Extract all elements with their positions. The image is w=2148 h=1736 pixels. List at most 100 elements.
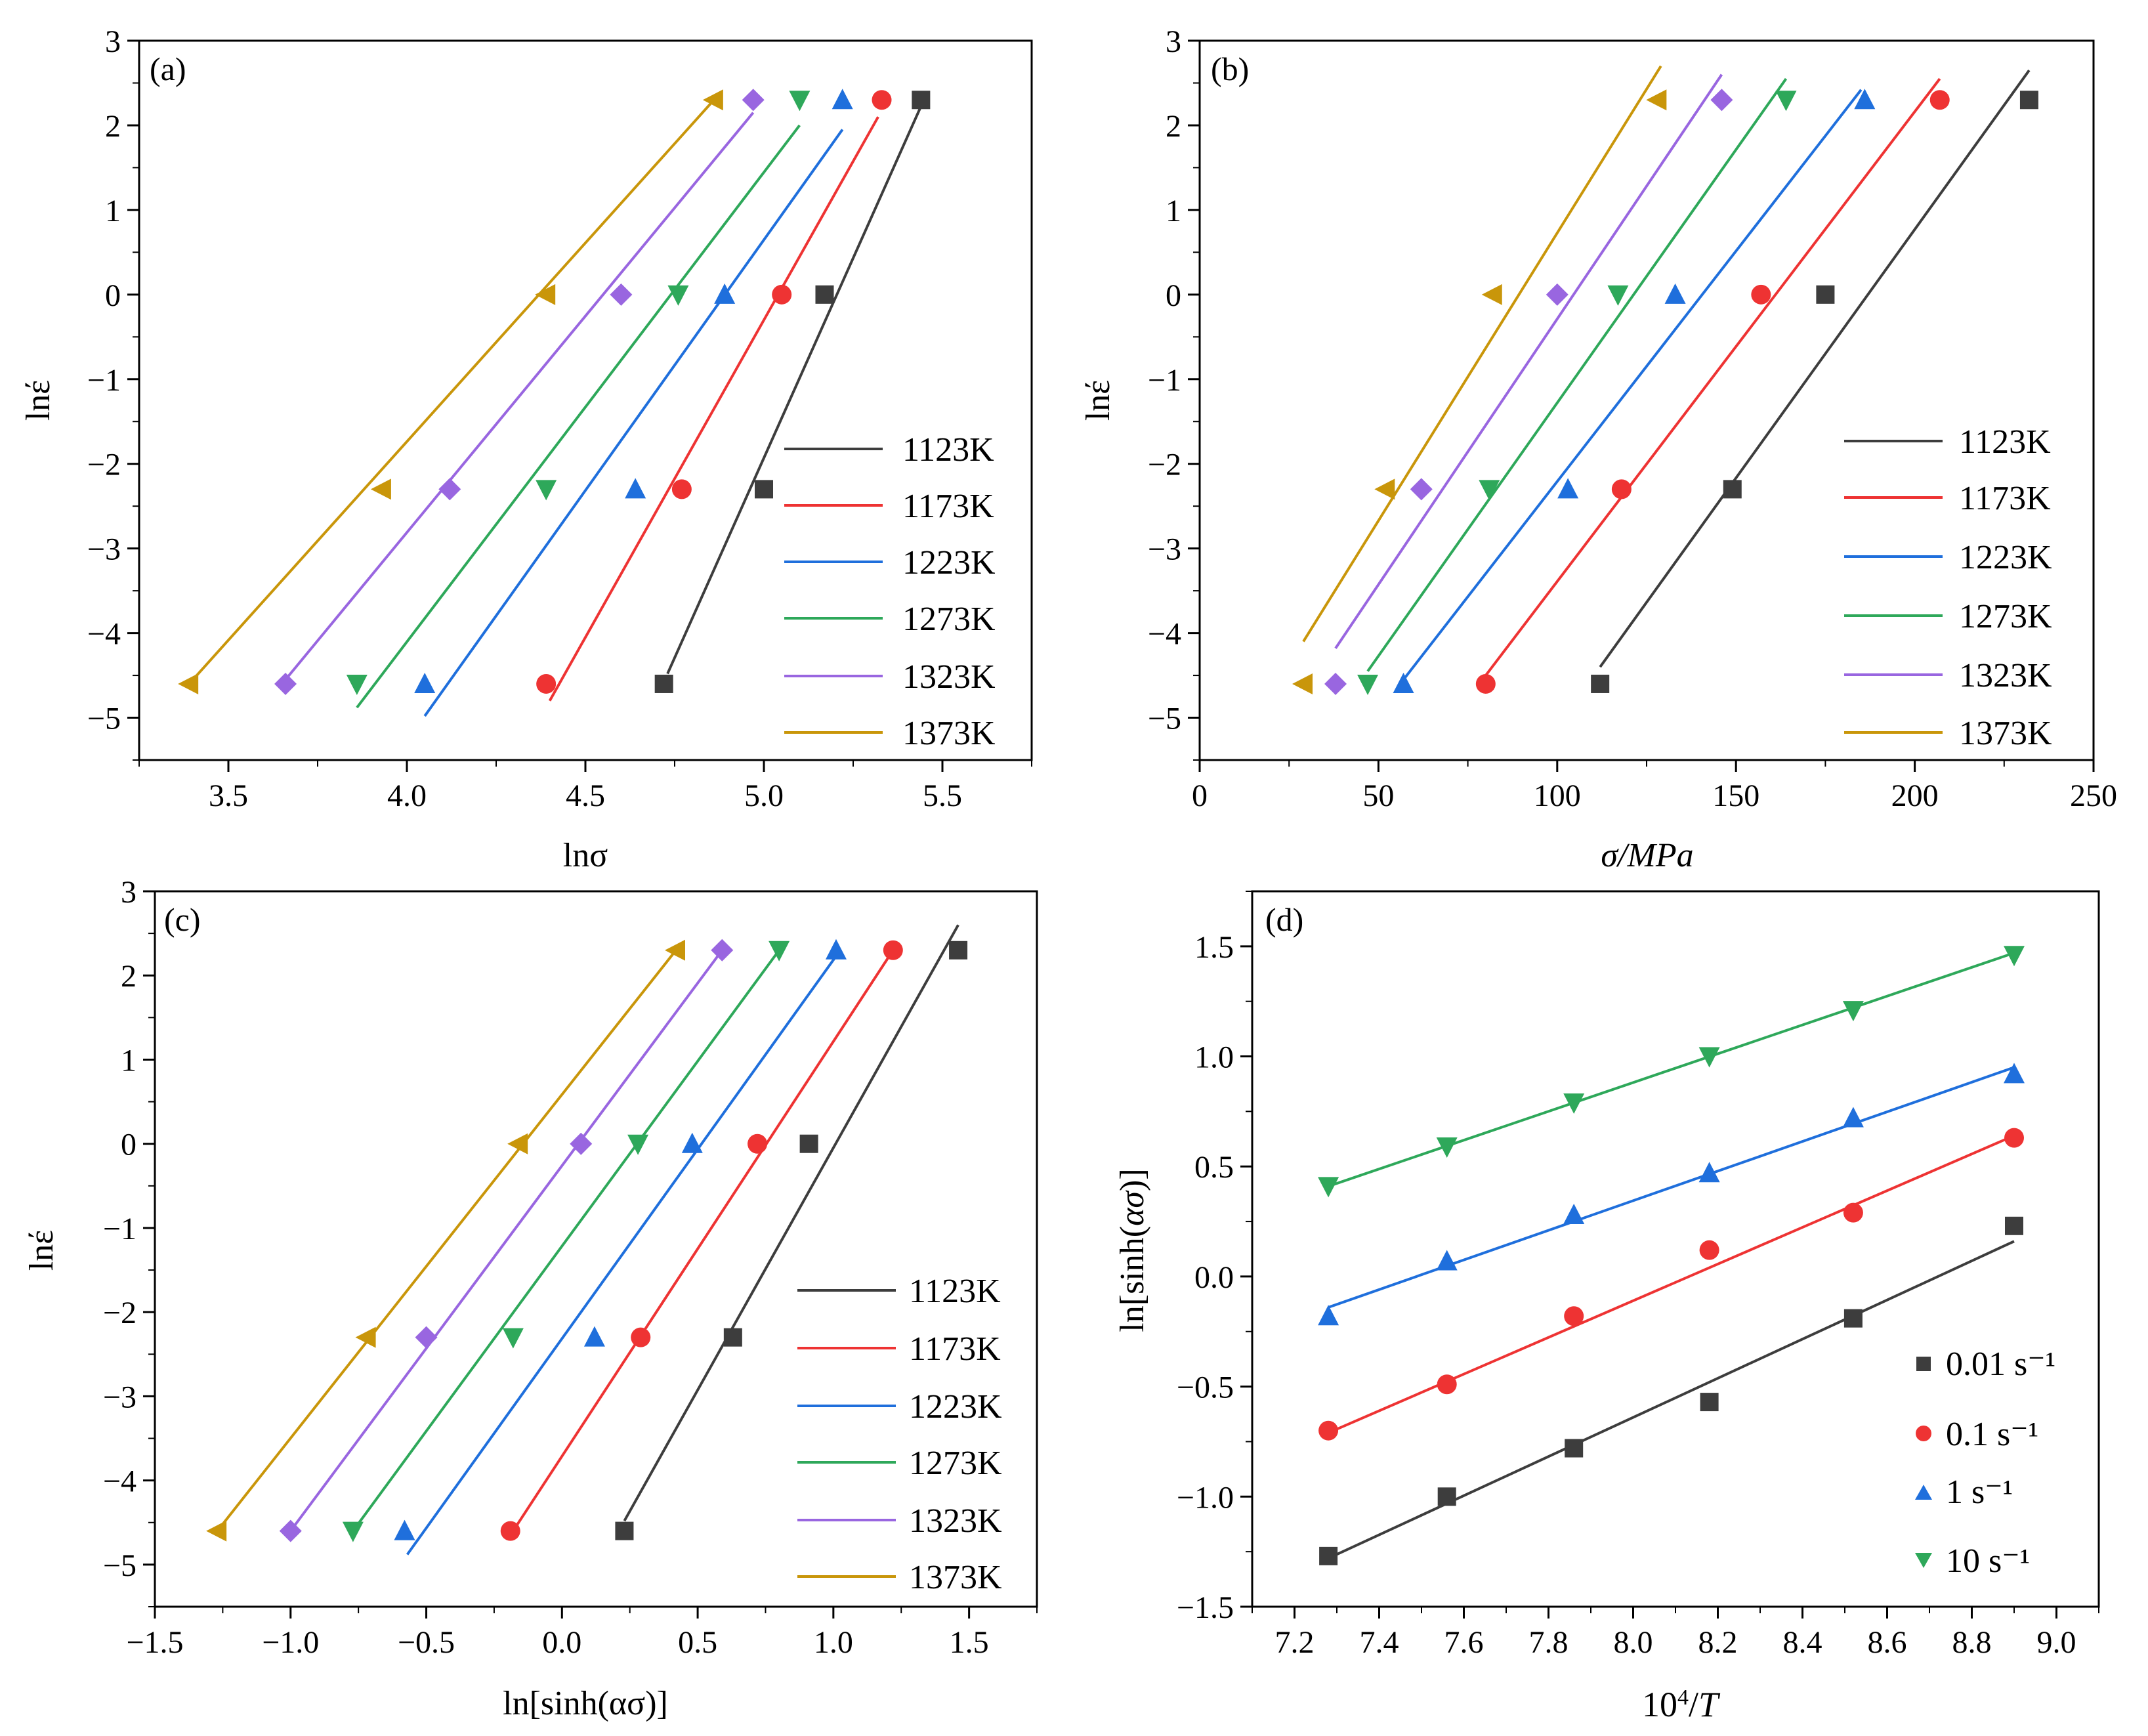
plot-frame — [138, 39, 1033, 761]
y-axis-label: lnέ — [20, 380, 57, 421]
x-tick-label: 0 — [1192, 778, 1208, 813]
x-axis-label: σ/MPa — [1601, 837, 1693, 874]
data-point-1 — [2004, 1063, 2025, 1084]
fit-line-1373K — [1302, 65, 1662, 643]
data-point-1123K — [1591, 674, 1610, 693]
data-point-1323K — [415, 1326, 438, 1349]
data-points — [1292, 89, 2038, 695]
legend-label-1223K: 1223K — [1959, 539, 2052, 576]
x-tick-label: 7.6 — [1444, 1625, 1484, 1660]
data-point-1223K — [625, 478, 646, 499]
data-point-1223K — [832, 89, 853, 110]
x-tick-label: 9.0 — [2037, 1625, 2076, 1660]
legend-label-1373K: 1373K — [902, 715, 996, 752]
x-tick-label: 5.5 — [923, 778, 962, 813]
fit-line-1223K — [406, 955, 837, 1556]
data-point-1 — [1842, 1107, 1864, 1128]
data-point-0.01 — [1437, 1487, 1456, 1506]
legend: 0.01 s⁻¹ 0.1 s⁻¹ 1 s⁻¹ 10 s⁻¹ — [1915, 1345, 2055, 1580]
x-tick-label: 150 — [1712, 778, 1759, 813]
x-tick-label: 5.0 — [744, 778, 784, 813]
data-point-1273K — [1479, 480, 1500, 501]
data-point-1273K — [1357, 674, 1379, 695]
panel-c: (c) ln[sinh(ασ)] lnέ −1.5 −1.0 −0.5 0.0 0.5 1… — [23, 875, 1038, 1722]
y-axis-label: lnέ — [23, 1230, 60, 1271]
fit-line-0.1 — [1328, 1134, 2015, 1434]
data-point-0.01 — [1319, 1546, 1338, 1565]
legend-label-1373K: 1373K — [1959, 715, 2052, 752]
legend-label-1: 1 s⁻¹ — [1946, 1473, 2013, 1511]
fit-line-1123K — [623, 924, 959, 1522]
data-point-1223K — [1393, 672, 1414, 693]
data-point-1273K — [502, 1328, 524, 1349]
data-point-0.01 — [1700, 1393, 1719, 1412]
data-point-1123K — [723, 1328, 742, 1347]
data-point-10 — [1563, 1093, 1585, 1114]
data-point-10 — [1318, 1177, 1339, 1198]
data-point-1173K — [1611, 479, 1632, 499]
ticks: 3.5 4.0 4.5 5.0 5.5 −5 −4 −3 −2 −1 0 1 2 3 — [87, 24, 1032, 813]
x-tick-label: 8.0 — [1614, 1625, 1653, 1660]
fit-line-1323K — [284, 112, 755, 681]
x-tick-label: 8.6 — [1868, 1625, 1907, 1660]
y-tick-label: 1 — [1166, 194, 1181, 228]
y-tick-label: 3 — [105, 24, 121, 59]
data-point-1123K — [2019, 91, 2038, 110]
data-point-1123K — [949, 941, 968, 960]
data-point-1323K — [610, 283, 633, 306]
y-tick-label: −1.5 — [1177, 1590, 1234, 1625]
plot-frame — [1198, 39, 2095, 761]
x-tick-label: 3.5 — [209, 778, 248, 813]
data-point-1323K — [711, 939, 734, 962]
data-point-1323K — [438, 478, 461, 501]
y-tick-label: 0 — [1166, 278, 1181, 313]
y-tick-label: −3 — [1148, 532, 1181, 567]
y-tick-label: −1.0 — [1177, 1480, 1234, 1515]
data-point-0.1 — [1699, 1240, 1719, 1260]
data-point-1323K — [570, 1132, 593, 1155]
legend-label-1173K: 1173K — [909, 1330, 1001, 1368]
data-point-1273K — [769, 941, 790, 962]
data-point-1223K — [825, 939, 847, 960]
legend-label-1223K: 1223K — [902, 544, 996, 582]
data-point-1373K — [535, 284, 556, 305]
x-tick-label: −1.5 — [126, 1625, 183, 1660]
fit-lines — [1328, 952, 2015, 1560]
fit-line-1 — [1328, 1066, 2015, 1309]
y-tick-label: −0.5 — [1177, 1370, 1234, 1405]
fit-line-1123K — [1599, 69, 2031, 668]
y-tick-label: −4 — [103, 1464, 137, 1499]
data-point-10 — [1436, 1137, 1458, 1158]
panel-label: (c) — [164, 901, 201, 938]
y-tick-label: 2 — [121, 959, 137, 994]
y-tick-label: −4 — [1148, 617, 1181, 652]
y-tick-label: −5 — [87, 702, 121, 736]
data-point-0.1 — [1564, 1306, 1584, 1326]
ticks: 7.2 7.4 7.6 7.8 8.0 8.2 8.4 8.6 8.8 9.0 −1.5 −1.0 −0… — [1177, 891, 2099, 1660]
data-point-1173K — [883, 940, 903, 960]
data-point-1373K — [1292, 673, 1313, 694]
fit-line-1323K — [289, 949, 723, 1532]
legend: 1123K 1173K 1223K 1273K 1323K 1373K — [784, 431, 996, 752]
data-point-1223K — [681, 1132, 703, 1153]
fit-lines — [188, 97, 926, 717]
data-point-1123K — [912, 91, 931, 110]
x-axis-label: ln[sinh(ασ)] — [503, 1685, 668, 1722]
data-point-1223K — [714, 283, 736, 304]
data-point-1373K — [370, 478, 391, 500]
x-tick-label: 8.4 — [1783, 1625, 1822, 1660]
legend-label-1273K: 1273K — [902, 601, 996, 638]
legend-marker-10 — [1915, 1553, 1932, 1568]
legend-label-0.01: 0.01 s⁻¹ — [1946, 1345, 2055, 1383]
panel-a: (a) lnσ lnέ 3.5 4.0 4.5 5.0 5.5−5−4−3−2−1012… — [20, 24, 1033, 874]
y-tick-label: 0 — [121, 1128, 137, 1162]
fit-line-1173K — [548, 116, 879, 702]
legend-label-1323K: 1323K — [1959, 657, 2052, 694]
y-tick-label: −2 — [1148, 448, 1181, 482]
data-point-1123K — [815, 285, 834, 304]
data-point-1223K — [1664, 283, 1686, 304]
data-point-1273K — [667, 285, 689, 306]
data-point-10 — [2004, 946, 2025, 967]
data-point-1323K — [279, 1519, 302, 1542]
